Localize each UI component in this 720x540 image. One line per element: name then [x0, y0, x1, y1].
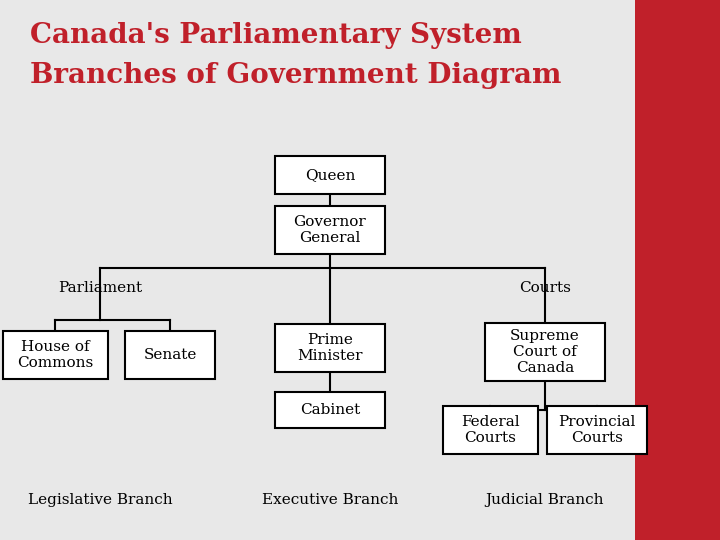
Text: Legislative Branch: Legislative Branch: [27, 493, 172, 507]
Text: Queen: Queen: [305, 168, 355, 182]
FancyBboxPatch shape: [275, 206, 385, 254]
FancyBboxPatch shape: [275, 156, 385, 194]
Text: Parliament: Parliament: [58, 281, 142, 295]
Text: Branches of Government Diagram: Branches of Government Diagram: [30, 62, 562, 89]
Text: Canada's Parliamentary System: Canada's Parliamentary System: [30, 22, 522, 49]
Text: Courts: Courts: [519, 281, 571, 295]
Text: Supreme
Court of
Canada: Supreme Court of Canada: [510, 329, 580, 375]
Text: Senate: Senate: [143, 348, 197, 362]
Text: Executive Branch: Executive Branch: [262, 493, 398, 507]
Text: Cabinet: Cabinet: [300, 403, 360, 417]
FancyBboxPatch shape: [125, 331, 215, 379]
FancyBboxPatch shape: [2, 331, 107, 379]
Text: Provincial
Courts: Provincial Courts: [558, 415, 636, 445]
Text: Prime
Minister: Prime Minister: [297, 333, 363, 363]
FancyBboxPatch shape: [547, 406, 647, 454]
Text: Governor
General: Governor General: [294, 215, 366, 245]
FancyBboxPatch shape: [443, 406, 538, 454]
FancyBboxPatch shape: [485, 323, 605, 381]
Text: House of
Commons: House of Commons: [17, 340, 93, 370]
FancyBboxPatch shape: [275, 392, 385, 428]
Text: Judicial Branch: Judicial Branch: [486, 493, 604, 507]
Bar: [635, 0, 720, 540]
FancyBboxPatch shape: [275, 324, 385, 372]
Text: Federal
Courts: Federal Courts: [461, 415, 519, 445]
